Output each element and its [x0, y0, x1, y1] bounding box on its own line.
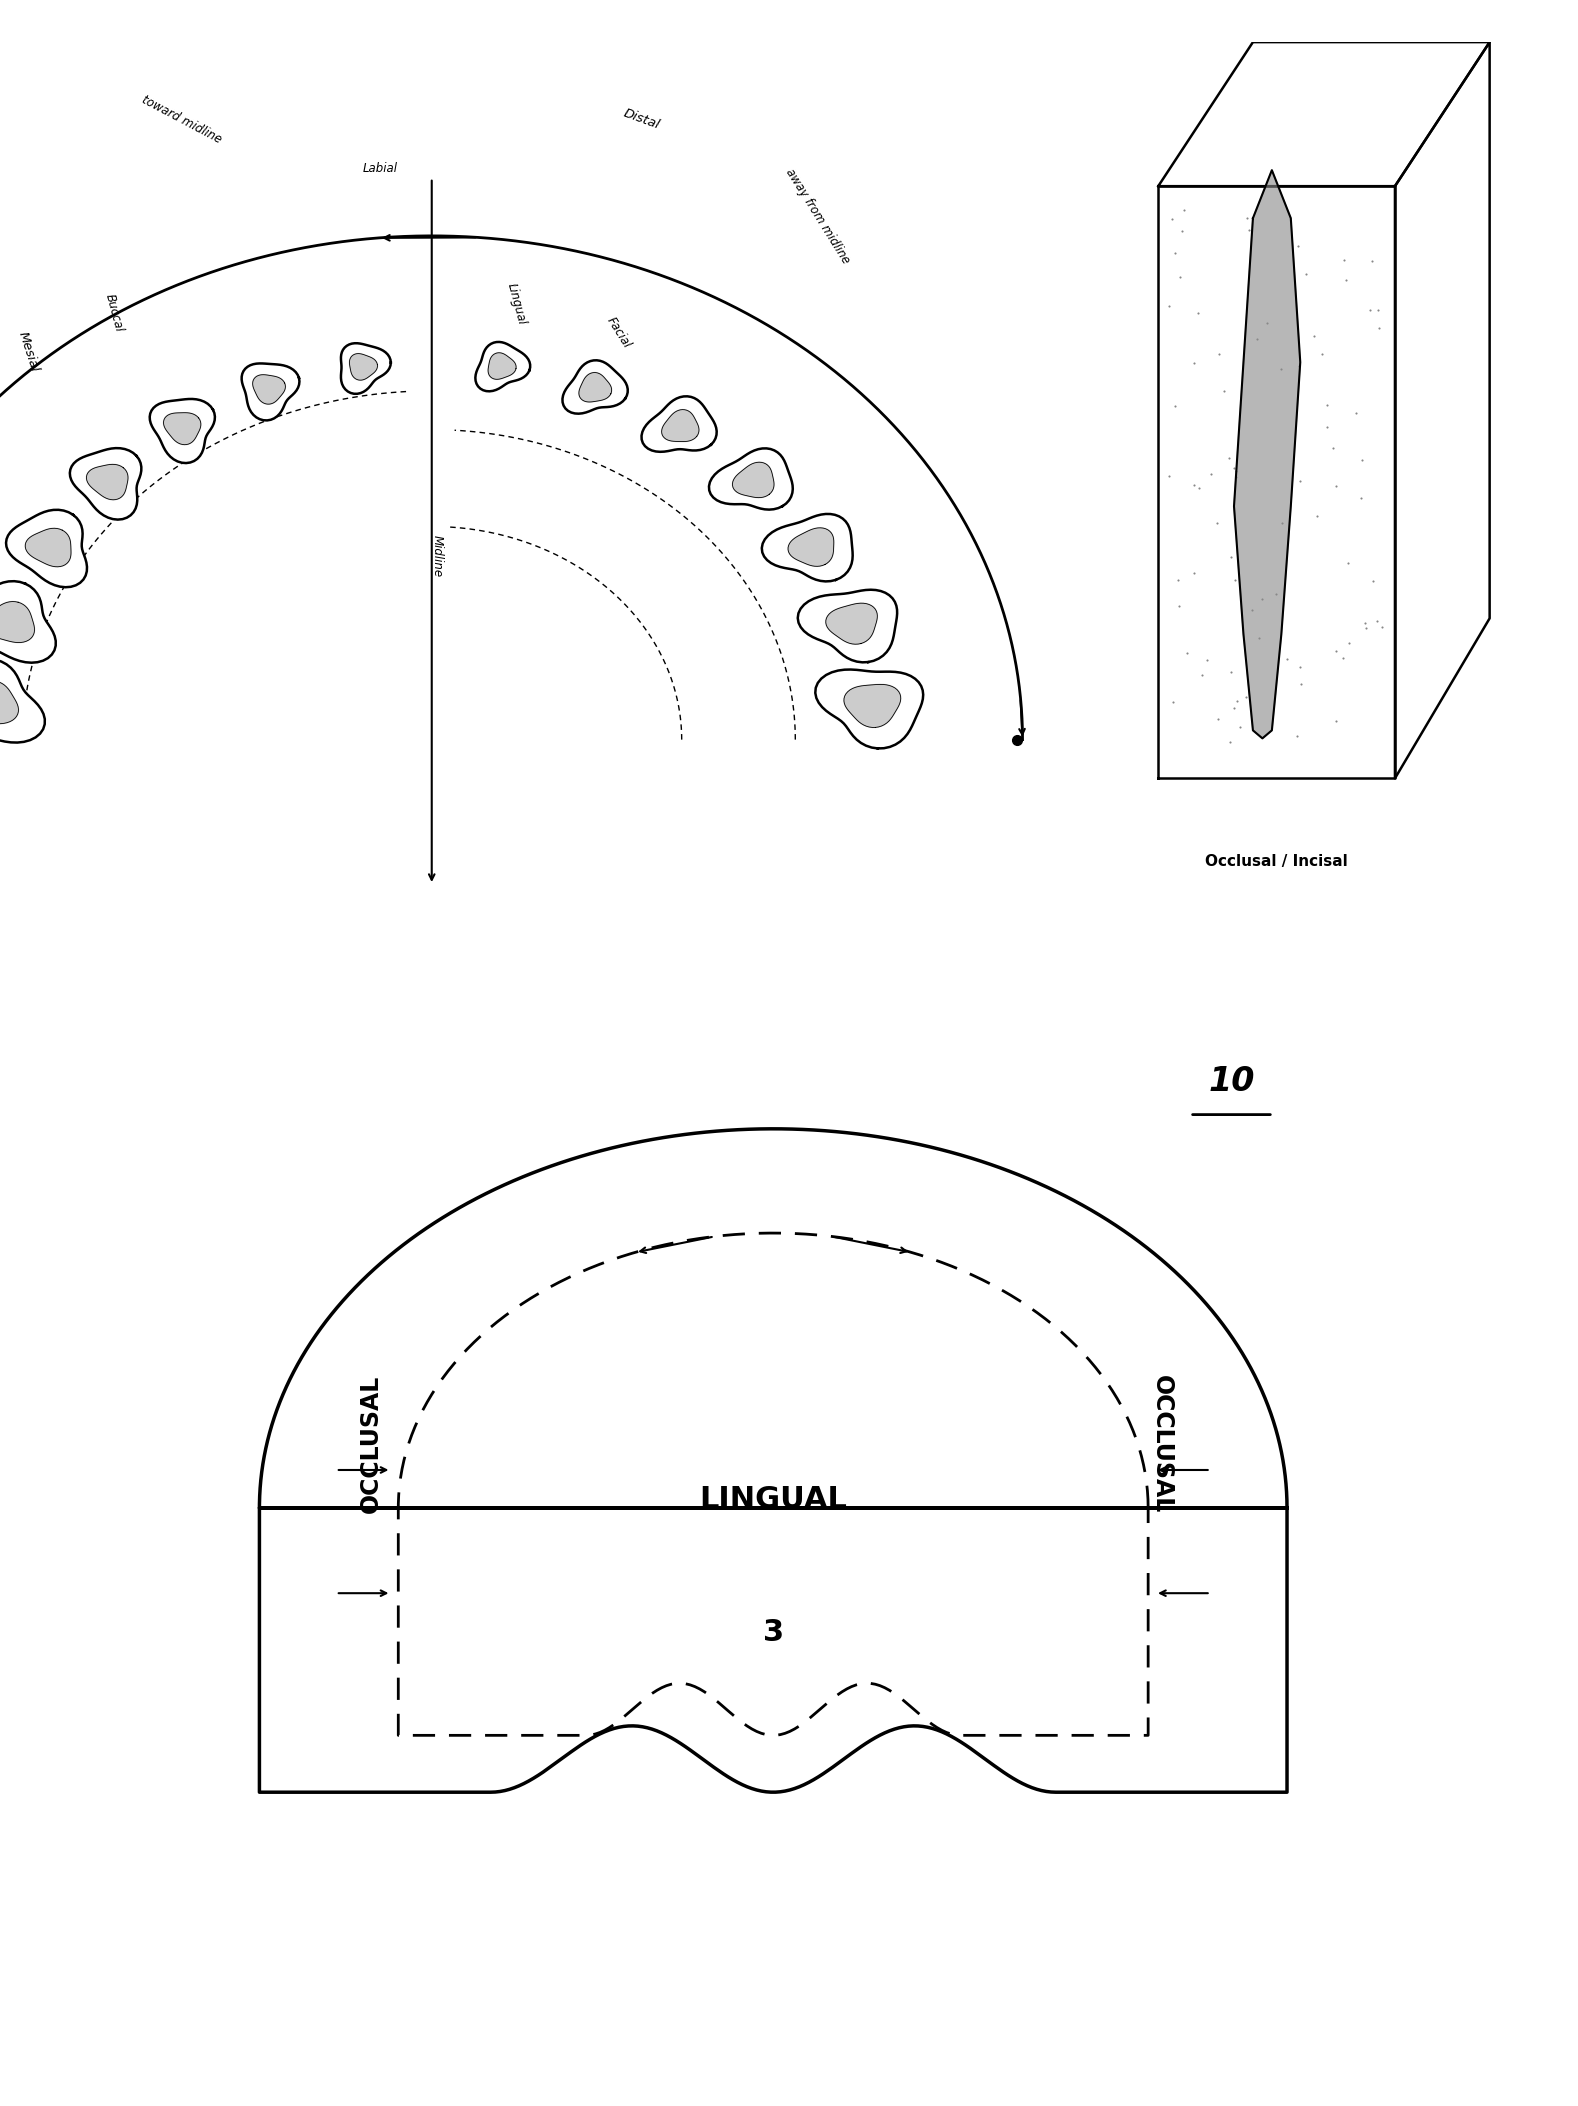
Text: away from midline: away from midline [783, 166, 852, 267]
Polygon shape [579, 373, 612, 402]
Polygon shape [349, 354, 377, 381]
Text: Distal: Distal [622, 107, 661, 133]
Polygon shape [0, 581, 55, 663]
Text: Facial: Facial [604, 314, 634, 352]
Polygon shape [798, 590, 898, 661]
Polygon shape [816, 670, 923, 748]
Polygon shape [488, 354, 516, 379]
Text: 10: 10 [1209, 1066, 1255, 1097]
Polygon shape [0, 659, 44, 743]
Polygon shape [762, 514, 852, 581]
Polygon shape [164, 413, 200, 444]
Text: Midline: Midline [431, 535, 443, 577]
Text: OCCLUSAL: OCCLUSAL [1150, 1375, 1174, 1512]
Text: OCCLUSAL: OCCLUSAL [358, 1375, 382, 1512]
Polygon shape [709, 449, 792, 510]
Polygon shape [787, 529, 833, 567]
Text: Buccal: Buccal [103, 293, 125, 335]
Polygon shape [732, 461, 773, 497]
Polygon shape [69, 449, 142, 520]
Text: Lingual: Lingual [505, 282, 529, 326]
Polygon shape [642, 396, 716, 453]
Polygon shape [25, 529, 71, 567]
Text: toward midline: toward midline [140, 93, 224, 145]
Text: Mesial: Mesial [16, 331, 41, 375]
Polygon shape [661, 409, 699, 442]
Polygon shape [241, 364, 300, 421]
Polygon shape [475, 341, 530, 392]
Polygon shape [844, 684, 901, 727]
Polygon shape [0, 602, 35, 642]
Text: Occlusal / Incisal: Occlusal / Incisal [1206, 855, 1348, 870]
Polygon shape [87, 463, 128, 499]
Polygon shape [0, 680, 19, 724]
Polygon shape [252, 375, 286, 404]
Text: 3: 3 [762, 1617, 784, 1647]
Text: LINGUAL: LINGUAL [699, 1485, 847, 1514]
Polygon shape [6, 510, 87, 588]
Polygon shape [562, 360, 628, 413]
Polygon shape [341, 343, 391, 394]
Polygon shape [150, 398, 215, 463]
Polygon shape [825, 602, 877, 644]
Text: Labial: Labial [363, 162, 398, 175]
Polygon shape [1234, 171, 1300, 739]
